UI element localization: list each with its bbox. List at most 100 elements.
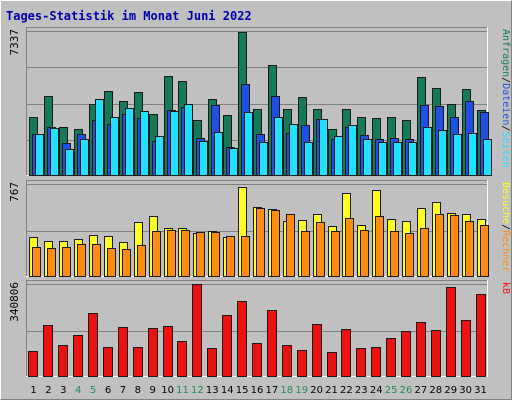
bar-seiten-day-26 (408, 142, 417, 176)
bar-rechner-day-22 (345, 218, 354, 277)
bar-seiten-day-18 (289, 124, 298, 176)
bar-rechner-day-18 (286, 214, 295, 277)
bar-rechner-day-24 (375, 216, 384, 277)
bar-seiten-day-15 (244, 112, 253, 176)
day-label-15: 15 (236, 385, 249, 396)
bar-rechner-day-1 (32, 247, 41, 277)
bar-seiten-day-31 (483, 139, 492, 176)
bar-kb-day-20 (312, 324, 322, 377)
legend-entry-: / (500, 77, 511, 83)
bar-seiten-day-17 (274, 117, 283, 176)
legend-entry-dateien: Dateien (500, 83, 511, 125)
bar-kb-day-26 (401, 331, 411, 377)
bar-rechner-day-20 (316, 222, 325, 277)
panel-kb-frame-shadow (26, 280, 488, 377)
bar-rechner-day-10 (167, 230, 176, 277)
bar-rechner-day-31 (480, 225, 489, 277)
panel-kb-ymax-label: 340806 (8, 282, 21, 322)
bar-seiten-day-19 (304, 142, 313, 176)
bar-seiten-day-2 (50, 128, 59, 176)
bar-kb-day-16 (252, 343, 262, 377)
bar-seiten-day-7 (125, 108, 134, 176)
bar-rechner-day-16 (256, 208, 265, 277)
bar-seiten-day-28 (438, 130, 447, 176)
bar-seiten-day-8 (140, 111, 149, 176)
bar-seiten-day-13 (214, 132, 223, 176)
bar-rechner-day-29 (450, 215, 459, 277)
series-rechner (32, 208, 489, 277)
bar-rechner-day-28 (435, 214, 444, 277)
day-label-24: 24 (370, 385, 383, 396)
day-label-22: 22 (340, 385, 353, 396)
bar-rechner-day-9 (152, 231, 161, 277)
bar-rechner-day-7 (122, 249, 131, 277)
bar-kb-day-30 (461, 320, 471, 377)
day-label-27: 27 (415, 385, 428, 396)
bar-seiten-day-1 (35, 134, 44, 176)
bar-seiten-day-20 (319, 119, 328, 176)
day-label-26: 26 (400, 385, 413, 396)
bar-kb-day-22 (341, 329, 351, 377)
bar-kb-day-7 (118, 327, 128, 377)
bar-kb-day-9 (148, 328, 158, 377)
day-label-10: 10 (161, 385, 174, 396)
bar-kb-day-27 (416, 322, 426, 377)
bar-kb-day-10 (163, 326, 173, 377)
bar-kb-day-5 (88, 313, 98, 377)
bar-seiten-day-11 (184, 104, 193, 176)
bar-seiten-day-22 (348, 125, 357, 176)
day-label-31: 31 (474, 385, 487, 396)
bar-rechner-day-13 (211, 232, 220, 277)
bar-seiten-day-23 (363, 139, 372, 176)
bar-seiten-day-6 (110, 117, 119, 176)
bar-rechner-day-25 (390, 231, 399, 277)
bar-kb-day-28 (431, 330, 441, 377)
legend-entry-anfragen: Anfragen (500, 29, 511, 77)
day-label-7: 7 (120, 385, 126, 396)
bar-seiten-day-3 (65, 149, 74, 176)
bar-seiten-day-5 (95, 99, 104, 176)
day-label-11: 11 (176, 385, 189, 396)
panel-requests-frame-shadow (26, 27, 488, 176)
panel-requests-legend: Anfragen/Dateien/Seiten (500, 29, 511, 168)
bar-kb-day-25 (386, 338, 396, 377)
day-label-3: 3 (60, 385, 66, 396)
bar-rechner-day-4 (77, 244, 86, 277)
day-label-30: 30 (459, 385, 472, 396)
bar-kb-day-31 (476, 294, 486, 377)
day-label-4: 4 (75, 385, 81, 396)
bar-kb-day-19 (297, 350, 307, 377)
bar-rechner-day-30 (465, 221, 474, 277)
bar-kb-day-29 (446, 287, 456, 377)
bar-rechner-day-6 (107, 248, 116, 277)
legend-entry-rechner: Rechner (500, 230, 511, 272)
bar-rechner-day-11 (181, 230, 190, 277)
series-kb (28, 284, 486, 377)
bar-kb-day-1 (28, 351, 38, 377)
bar-seiten-day-24 (378, 142, 387, 176)
panel-visits-ymax-label: 767 (8, 182, 21, 202)
bar-rechner-day-8 (137, 245, 146, 277)
day-label-17: 17 (266, 385, 279, 396)
bar-kb-day-3 (58, 345, 68, 377)
bar-seiten-day-21 (334, 136, 343, 176)
panel-requests-ymax-label: 7337 (8, 29, 21, 56)
day-label-18: 18 (280, 385, 293, 396)
day-label-20: 20 (310, 385, 323, 396)
bar-kb-day-14 (222, 315, 232, 377)
day-label-8: 8 (135, 385, 141, 396)
bar-rechner-day-3 (62, 247, 71, 277)
bar-seiten-day-30 (468, 133, 477, 176)
day-label-9: 9 (150, 385, 156, 396)
bar-seiten-day-16 (259, 142, 268, 176)
bar-rechner-day-2 (47, 248, 56, 277)
legend-entry-seiten: Seiten (500, 131, 511, 167)
bar-kb-day-6 (103, 347, 113, 377)
bar-kb-day-4 (73, 335, 83, 377)
bar-kb-day-8 (133, 347, 143, 377)
bar-rechner-day-12 (196, 232, 205, 277)
bar-kb-day-13 (207, 348, 217, 377)
